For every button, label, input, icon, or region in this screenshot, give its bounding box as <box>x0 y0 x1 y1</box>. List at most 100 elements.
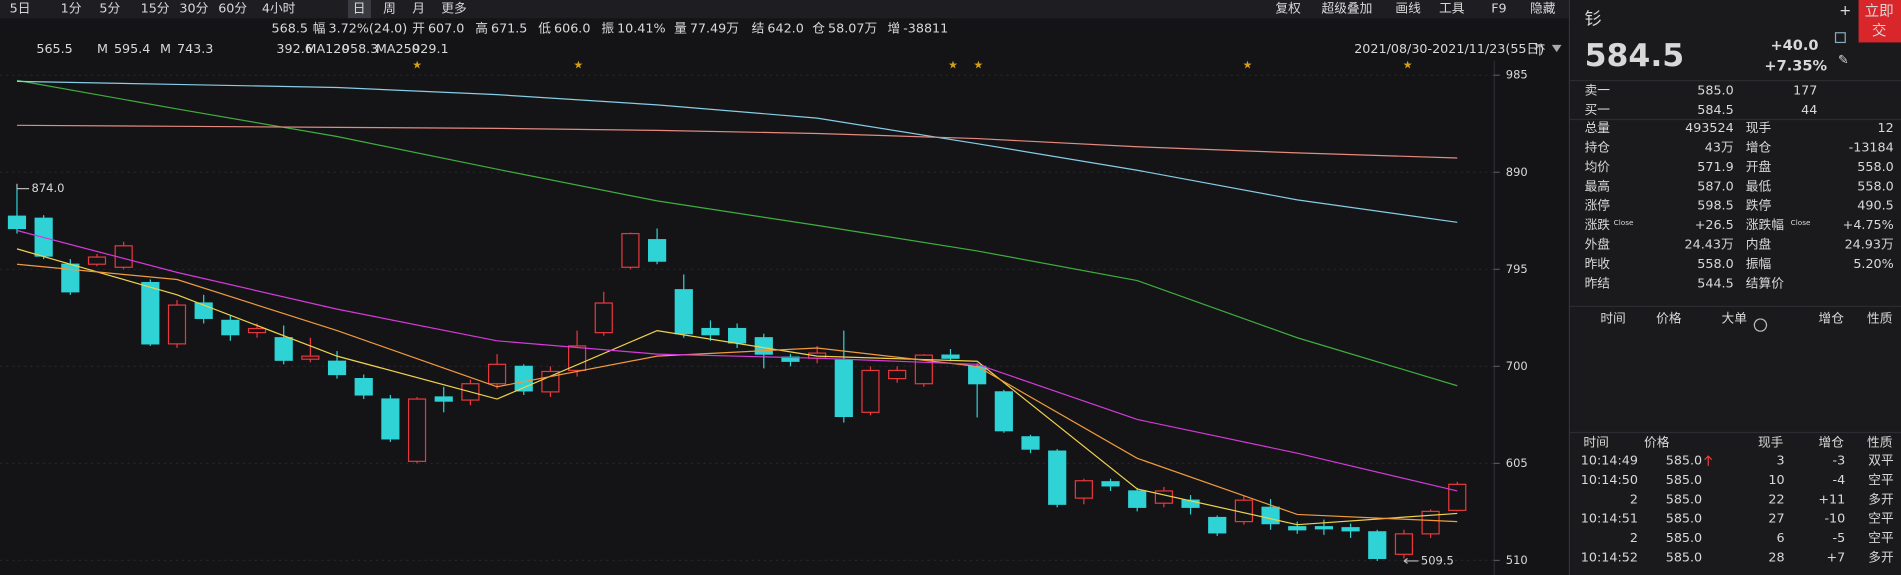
period-button[interactable]: 4小时 <box>262 2 296 17</box>
list-header[interactable]: 增仓 <box>1819 312 1845 327</box>
book-volume: 44 <box>1801 103 1817 118</box>
trade-button-label[interactable]: 交 <box>1872 22 1887 40</box>
stat-label: 外盘 <box>1585 237 1611 253</box>
period-button[interactable]: 月 <box>412 2 425 17</box>
stat-label: 涨跌幅 <box>1746 217 1784 233</box>
trade-button[interactable] <box>1858 0 1901 43</box>
tick-cell: 10:14:49 <box>1581 453 1638 468</box>
quote-value: 642.0 <box>767 22 803 37</box>
candle-body <box>221 319 240 336</box>
tool-button[interactable]: F9 <box>1491 2 1506 17</box>
candle-body <box>674 289 693 335</box>
tick-cell: -4 <box>1833 473 1846 488</box>
quote-label: 开 <box>412 22 425 37</box>
candle-body <box>1394 533 1414 555</box>
list-header[interactable]: 大单 <box>1722 312 1748 327</box>
quote-price: 568.5 <box>272 22 308 37</box>
ma-line <box>16 263 1458 523</box>
stat-value: 43万 <box>1705 140 1734 155</box>
period-button[interactable]: 日 <box>353 2 366 17</box>
candle-body <box>141 281 160 345</box>
candle-body <box>648 239 667 262</box>
event-star[interactable]: ★ <box>974 59 984 72</box>
quote-label: 幅 <box>313 22 326 37</box>
symbol: 钐 <box>1585 9 1602 29</box>
candle-body <box>888 369 907 380</box>
add-icon[interactable]: + <box>1839 2 1851 19</box>
tool-button[interactable]: 超级叠加 <box>1321 2 1372 17</box>
stat-label: 昨收 <box>1585 257 1611 272</box>
event-star[interactable]: ★ <box>1403 59 1413 72</box>
candle-body <box>941 354 960 359</box>
tick-cell: 2 <box>1630 492 1638 507</box>
period-button[interactable]: 30分 <box>179 2 208 17</box>
ma-line <box>16 79 1458 387</box>
settings-icon[interactable] <box>1753 318 1768 332</box>
date-range: 2021/08/30-2021/11/23(55日) <box>1354 42 1544 57</box>
list-header[interactable]: 性质 <box>1867 312 1893 327</box>
tick-cell: 3 <box>1777 453 1785 468</box>
stat-value: 490.5 <box>1857 199 1893 214</box>
stat-label: 涨停 <box>1585 198 1611 214</box>
list-header[interactable]: 时间 <box>1600 312 1625 327</box>
stat-sup: Close <box>1614 218 1634 227</box>
list-header[interactable]: 价格 <box>1656 311 1682 327</box>
stat-label: 现手 <box>1746 121 1772 136</box>
stat-label: 内盘 <box>1746 237 1772 253</box>
tick-cell: 27 <box>1768 512 1784 527</box>
tick-cell: -3 <box>1833 453 1846 468</box>
tick-cell: 10 <box>1768 473 1784 488</box>
period-button[interactable]: 5日 <box>10 2 31 17</box>
stat-value: 587.0 <box>1697 179 1733 194</box>
tick-cell: 空平 <box>1868 512 1894 527</box>
menu-icon[interactable] <box>1551 44 1562 53</box>
tool-button[interactable]: 隐藏 <box>1530 2 1556 17</box>
trade-button-label[interactable]: 立即 <box>1865 3 1894 20</box>
tool-button[interactable]: 画线 <box>1395 2 1421 17</box>
tick-cell: 585.0 <box>1666 512 1702 527</box>
event-star[interactable]: ★ <box>948 59 958 72</box>
period-button[interactable]: 15分 <box>141 2 170 17</box>
candle-body <box>87 256 107 265</box>
period-button[interactable]: 5分 <box>99 2 120 17</box>
scroll-top-icon[interactable] <box>1534 44 1545 56</box>
alert-icon[interactable] <box>1834 32 1846 44</box>
quote-label: 量 <box>674 22 687 37</box>
event-star[interactable]: ★ <box>573 59 583 72</box>
quote-value: 77.49万 <box>690 22 739 37</box>
stat-value: 24.43万 <box>1685 238 1734 253</box>
tick-cell: 585.0 <box>1666 531 1702 546</box>
tick-cell: 10:14:51 <box>1581 512 1638 527</box>
toolbar-bg <box>0 0 1569 19</box>
y-tick-label: 890 <box>1506 165 1528 179</box>
tool-button[interactable]: 复权 <box>1275 1 1301 17</box>
ticks-header: 增仓 <box>1819 435 1845 450</box>
tick-cell: 多开 <box>1868 492 1894 507</box>
stat-value: +26.5 <box>1695 218 1734 233</box>
ma-line <box>16 248 1458 526</box>
stat-label: 开盘 <box>1746 159 1772 175</box>
legend-name: M <box>97 42 108 57</box>
event-star[interactable]: ★ <box>1243 59 1253 72</box>
edit-icon[interactable]: ✎ <box>1838 53 1849 68</box>
stat-label: 增仓 <box>1746 140 1772 155</box>
y-tick-label: 795 <box>1506 262 1528 276</box>
period-button[interactable]: 1分 <box>61 2 82 17</box>
book-label: 卖一 <box>1585 83 1611 98</box>
book-volume: 177 <box>1793 83 1817 98</box>
candle-body <box>728 327 747 344</box>
period-button[interactable]: 更多 <box>441 2 466 17</box>
candle-body <box>274 337 293 361</box>
quote-label: 低 <box>538 22 551 37</box>
stat-value: 558.0 <box>1697 257 1733 272</box>
legend-value: 565.5 <box>36 42 72 57</box>
period-button[interactable]: 60分 <box>218 2 247 17</box>
tick-cell: 10:14:50 <box>1581 473 1638 488</box>
min-marker <box>1403 557 1419 564</box>
period-button[interactable]: 周 <box>383 2 396 17</box>
tool-button[interactable]: 工具 <box>1439 2 1465 17</box>
tick-cell: 6 <box>1777 531 1785 546</box>
tick-cell: 585.0 <box>1666 492 1702 507</box>
candle-body <box>621 232 640 268</box>
event-star[interactable]: ★ <box>412 59 422 72</box>
